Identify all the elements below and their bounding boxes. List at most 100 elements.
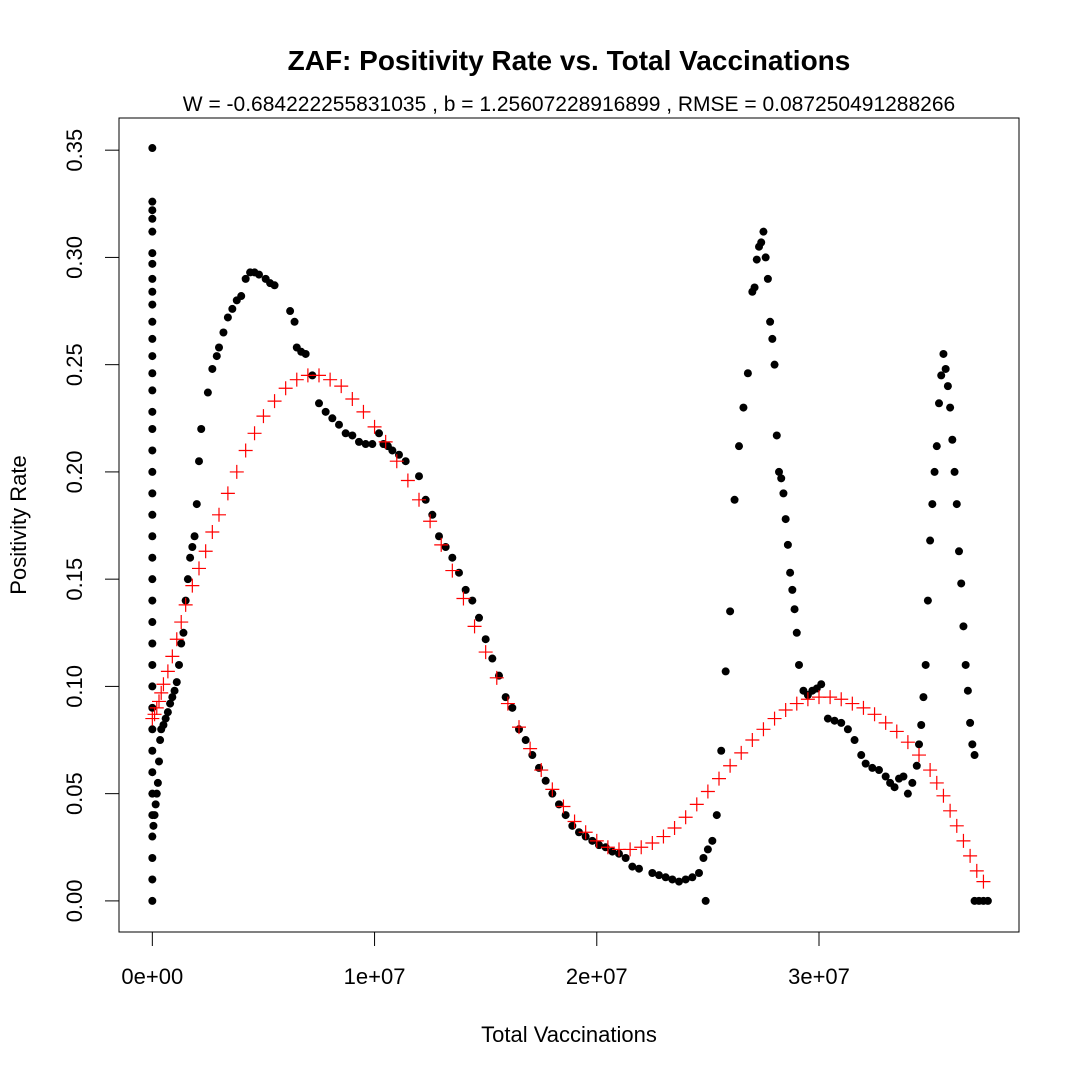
observed-point [148, 144, 157, 153]
y-tick-label: 0.35 [62, 129, 87, 172]
observed-point [628, 862, 637, 871]
observed-point [148, 467, 157, 476]
observed-point [148, 369, 157, 378]
observed-point [335, 420, 343, 429]
fitted-point [378, 434, 393, 449]
observed-point [148, 259, 157, 268]
observed-point [721, 667, 730, 676]
fitted-point [523, 741, 538, 756]
y-tick-label: 0.15 [62, 558, 87, 601]
fitted-point [220, 486, 235, 501]
observed-point [155, 757, 163, 766]
observed-point [241, 274, 250, 283]
observed-point [675, 877, 683, 886]
observed-point [966, 718, 975, 727]
observed-point [315, 399, 323, 408]
fitted-point [445, 563, 460, 578]
observed-point [781, 515, 790, 524]
observed-point [148, 386, 157, 395]
fitted-point [778, 703, 793, 717]
fitted-point [889, 724, 904, 739]
observed-point [255, 270, 263, 279]
fitted-point [976, 874, 991, 889]
observed-point [401, 457, 410, 466]
fitted-point [512, 720, 526, 735]
observed-point [823, 714, 832, 723]
fitted-point [789, 696, 804, 711]
observed-point [957, 579, 966, 588]
observed-point [148, 352, 157, 361]
observed-point [688, 873, 697, 882]
observed-point [148, 249, 157, 258]
fitted-point [756, 722, 771, 737]
fitted-point [412, 492, 426, 507]
observed-point [148, 596, 157, 605]
observed-point [857, 751, 866, 760]
observed-point [881, 772, 890, 781]
observed-point [937, 371, 946, 380]
fitted-point [929, 775, 944, 790]
observed-point [148, 510, 157, 519]
observed-point [448, 553, 457, 562]
observed-point [197, 425, 206, 434]
observed-point [681, 875, 690, 884]
observed-point [759, 227, 768, 236]
observed-point [148, 875, 157, 884]
fitted-point [434, 537, 449, 552]
fitted-point [678, 810, 693, 825]
fitted-point [623, 842, 638, 857]
fitted-point [229, 464, 244, 479]
observed-point [148, 317, 157, 326]
fitted-point [185, 578, 200, 593]
observed-point [166, 699, 175, 708]
observed-point [712, 811, 721, 820]
observed-point [868, 763, 877, 772]
fitted-point [645, 835, 660, 850]
observed-point [148, 407, 157, 416]
observed-point [148, 618, 157, 627]
observed-point [148, 660, 157, 669]
observed-point [148, 334, 157, 343]
fitted-point [878, 715, 893, 730]
fitted-point [600, 840, 615, 855]
observed-point [301, 349, 310, 358]
chart-title: ZAF: Positivity Rate vs. Total Vaccinati… [288, 45, 851, 76]
observed-point [790, 605, 799, 614]
observed-point [961, 660, 970, 669]
fitted-point [238, 443, 253, 458]
observed-point [541, 776, 550, 785]
fitted-point [289, 372, 304, 387]
x-axis: 0e+00 1e+07 2e+07 3e+07 [121, 931, 850, 989]
observed-point [708, 836, 717, 845]
observed-point [861, 759, 870, 768]
observed-point [361, 440, 370, 449]
fitted-point [969, 863, 984, 878]
observed-point [521, 736, 530, 745]
observed-point [148, 896, 157, 905]
fitted-point [156, 677, 171, 692]
observed-point [921, 660, 930, 669]
observed-point [270, 281, 279, 290]
observed-point [775, 467, 783, 476]
fitted-point [949, 818, 964, 833]
observed-point [699, 854, 708, 862]
observed-point [148, 575, 157, 584]
observed-point [286, 307, 295, 316]
observed-point [148, 768, 157, 777]
fitted-point [900, 735, 915, 750]
observed-point [788, 585, 797, 594]
observed-point [621, 854, 630, 862]
observed-point [237, 292, 246, 301]
observed-point [555, 800, 563, 809]
observed-point [783, 540, 792, 549]
fitted-point [400, 473, 415, 488]
observed-point [368, 440, 377, 449]
fitted-point [205, 524, 220, 539]
fitted-point [689, 797, 704, 812]
observed-point [695, 869, 703, 878]
fitted-point [634, 840, 649, 855]
observed-point [168, 693, 177, 702]
observed-point [915, 740, 923, 749]
observed-point [148, 446, 157, 455]
y-tick-label: 0.05 [62, 772, 87, 815]
